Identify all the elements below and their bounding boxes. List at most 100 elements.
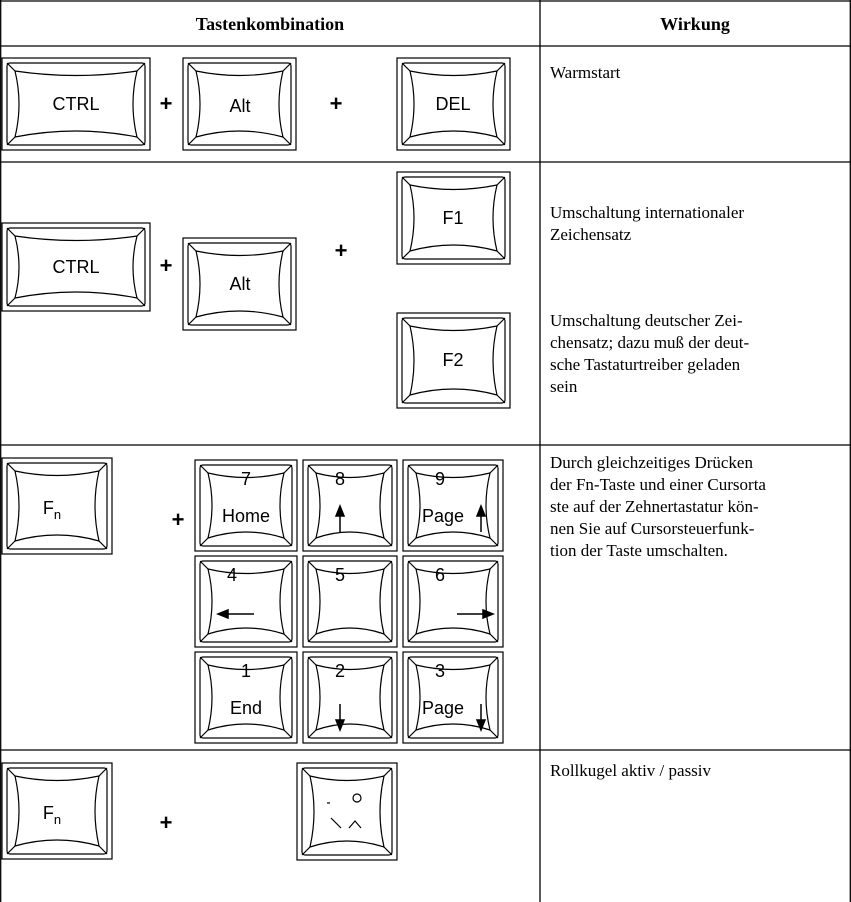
keycap <box>396 57 511 151</box>
plus-sign: + <box>160 810 173 835</box>
key-edge <box>407 537 417 547</box>
effect-text: der Fn-Taste und einer Cursorta <box>550 475 766 494</box>
key-edge <box>307 560 317 570</box>
keycap <box>396 312 511 409</box>
key-inner <box>307 560 393 643</box>
key-edge <box>187 62 197 72</box>
arrow-head <box>475 719 487 733</box>
keycap <box>194 459 298 552</box>
keycap <box>1 57 151 151</box>
key-edge <box>187 136 197 146</box>
key-edge <box>383 767 393 777</box>
key-edge <box>283 560 293 570</box>
key-edge <box>383 729 393 739</box>
key-edge <box>283 633 293 643</box>
key-label-sub: n <box>54 507 61 522</box>
key-edge <box>6 845 16 855</box>
key-edge <box>407 656 417 666</box>
key-edge <box>383 846 393 856</box>
key-inner <box>6 462 108 550</box>
key-inner <box>199 560 293 643</box>
key-outer <box>402 651 504 744</box>
key-label: Fn <box>43 803 61 827</box>
keycap <box>302 651 398 744</box>
key-edge <box>496 394 506 404</box>
key-edge <box>489 729 499 739</box>
key-edge <box>199 464 209 474</box>
key-edge <box>401 317 411 327</box>
header-cell: Tastenkombination <box>196 14 344 34</box>
key-face <box>315 472 385 539</box>
key-inner <box>401 176 506 260</box>
keycap <box>182 57 297 151</box>
plus-sign: + <box>160 91 173 116</box>
key-outer <box>194 555 298 648</box>
key-outer <box>402 555 504 648</box>
keycap <box>182 237 297 331</box>
key-inner <box>6 62 146 146</box>
key-outer <box>1 457 113 555</box>
key-edge <box>496 176 506 186</box>
key-inner <box>407 656 499 739</box>
key-face <box>14 470 100 542</box>
key-inner <box>199 464 293 547</box>
key-label-main: F <box>43 803 54 823</box>
key-label: Alt <box>229 274 250 294</box>
keycap <box>1 457 113 555</box>
header-cell: Wirkung <box>660 14 730 34</box>
key-edge <box>307 729 317 739</box>
key-edge <box>489 633 499 643</box>
key-edge <box>401 62 411 72</box>
key-outer <box>182 57 297 151</box>
key-edge <box>283 537 293 547</box>
key-edge <box>383 537 393 547</box>
key-edge <box>6 227 16 237</box>
key-edge <box>301 846 311 856</box>
key-inner <box>187 62 292 146</box>
key-label: 5 <box>335 565 345 585</box>
key-edge <box>401 136 411 146</box>
key-outer <box>302 459 398 552</box>
plus-sign: + <box>160 253 173 278</box>
arrow-head <box>215 608 229 620</box>
key-label: Page <box>422 698 464 718</box>
key-edge <box>98 462 108 472</box>
plus-sign: + <box>172 507 185 532</box>
keycap <box>194 651 298 744</box>
key-edge <box>6 297 16 307</box>
key-outer <box>182 237 297 331</box>
effect-text: chensatz; dazu muß der deut- <box>550 333 750 352</box>
keycap <box>402 459 504 552</box>
key-edge <box>136 136 146 146</box>
effect-text: Warmstart <box>550 63 621 82</box>
arrow-head <box>482 608 496 620</box>
key-edge <box>6 62 16 72</box>
effect-text: Rollkugel aktiv / passiv <box>550 761 712 780</box>
key-label: 1 <box>241 661 251 681</box>
effect-text: sein <box>550 377 578 396</box>
key-inner <box>6 767 108 855</box>
key-label: CTRL <box>52 94 99 114</box>
key-label: 7 <box>241 469 251 489</box>
key-edge <box>401 176 411 186</box>
key-edge <box>199 729 209 739</box>
key-edge <box>187 242 197 252</box>
key-edge <box>307 537 317 547</box>
keycap <box>302 555 398 648</box>
effect-text: Zeichensatz <box>550 225 632 244</box>
key-label: 6 <box>435 565 445 585</box>
key-edge <box>283 729 293 739</box>
key-edge <box>307 633 317 643</box>
key-label: DEL <box>435 94 470 114</box>
key-face <box>309 775 385 848</box>
effect-text: sche Tastaturtreiber geladen <box>550 355 741 374</box>
key-edge <box>407 729 417 739</box>
key-label: Fn <box>43 498 61 522</box>
key-edge <box>383 464 393 474</box>
plus-sign: + <box>335 238 348 263</box>
key-label-main: F <box>43 498 54 518</box>
key-edge <box>496 136 506 146</box>
key-inner <box>187 242 292 326</box>
key-edge <box>98 540 108 550</box>
